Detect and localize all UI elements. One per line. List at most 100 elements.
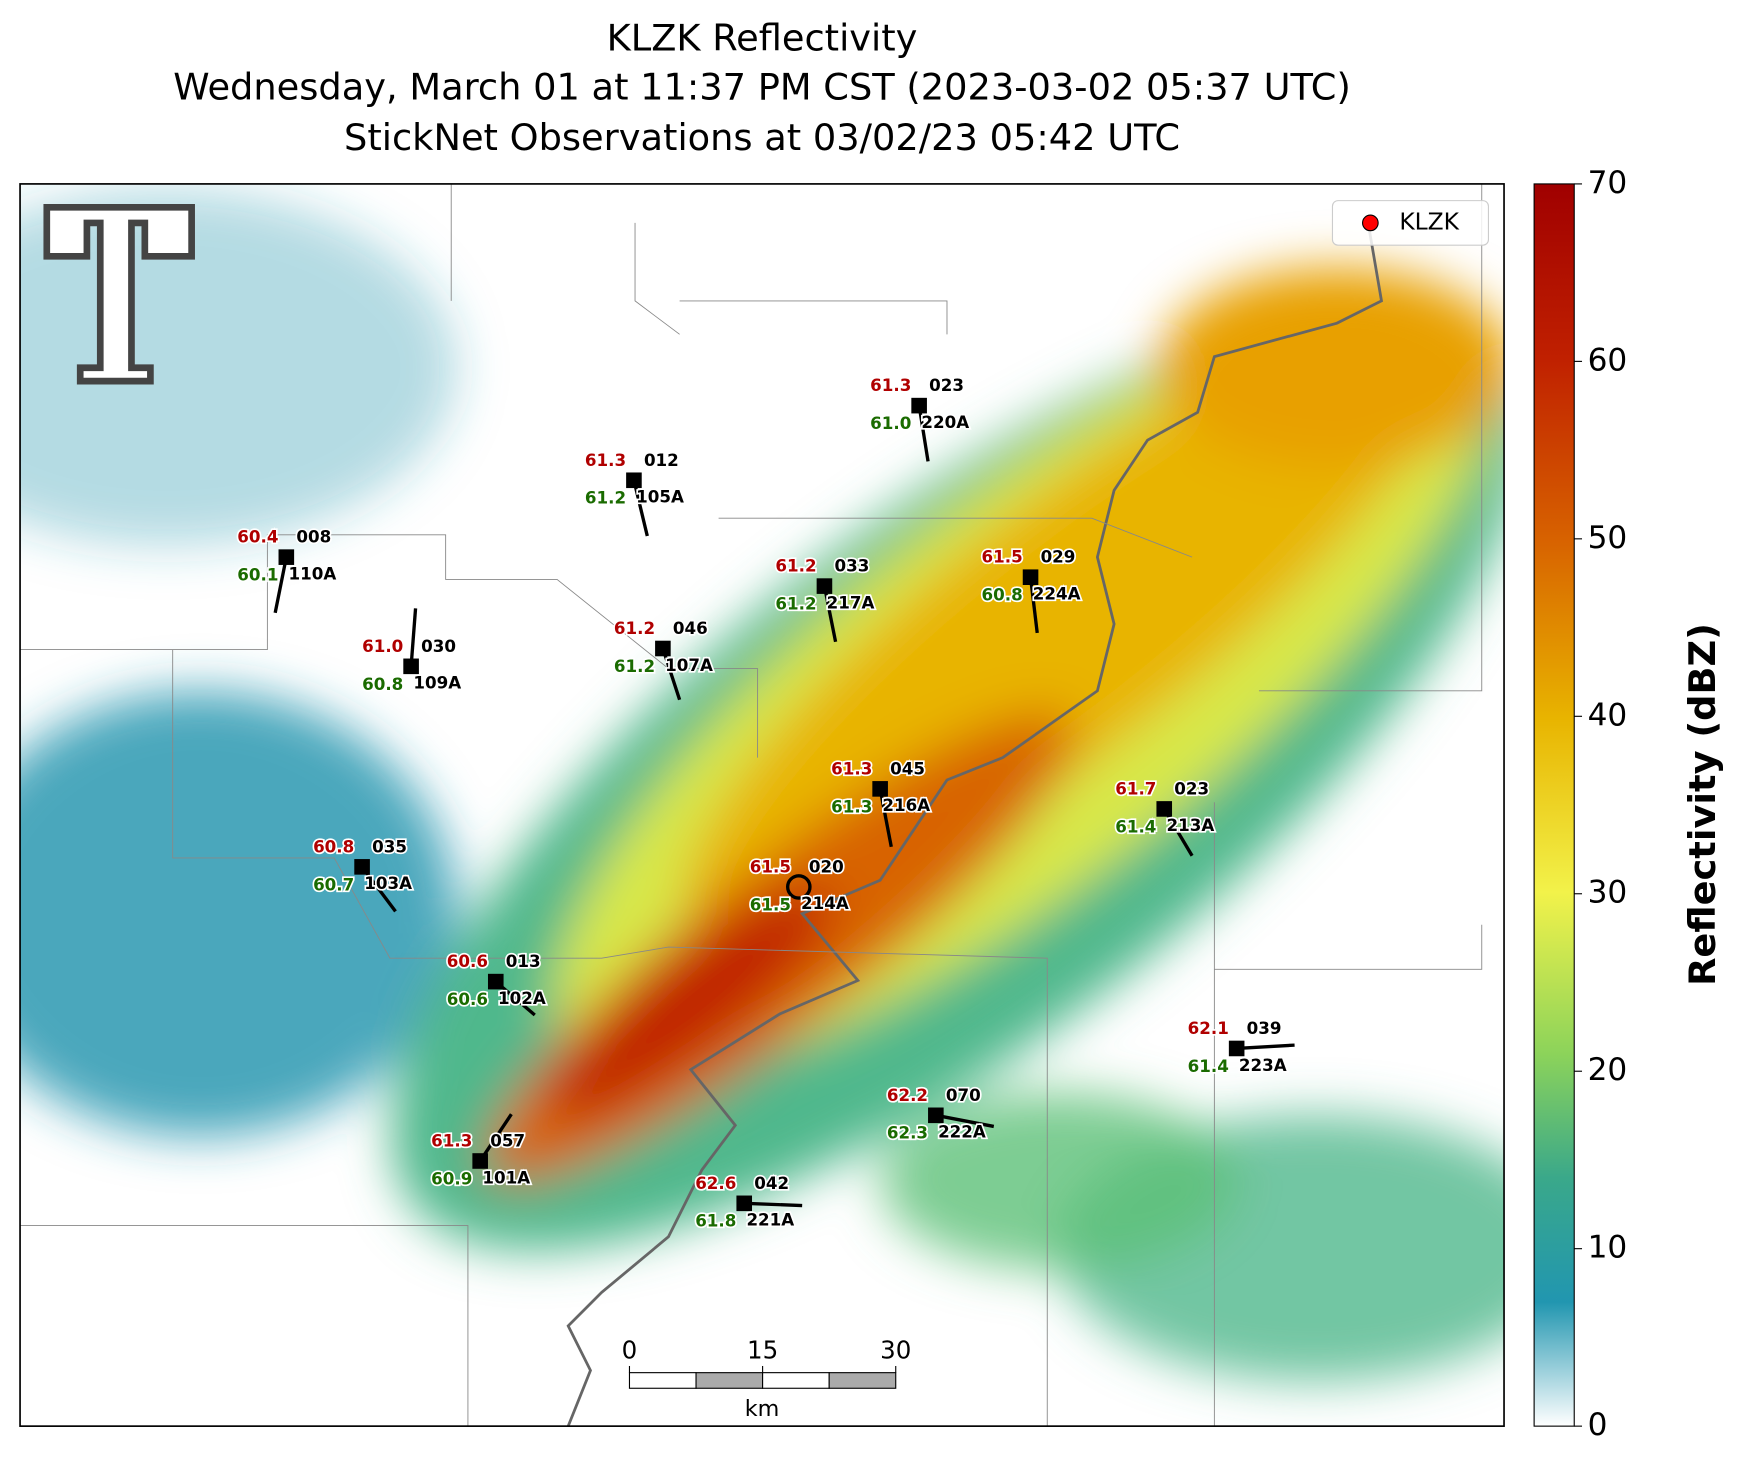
wind-barb (409, 608, 418, 667)
station-id: 033 (834, 556, 869, 576)
colorbar (1533, 183, 1575, 1427)
scalebar-label: 15 (747, 1335, 778, 1364)
station-code: 222A (938, 1122, 986, 1142)
dewpoint: 62.3 (887, 1123, 928, 1143)
dewpoint: 60.9 (431, 1168, 472, 1188)
scalebar-segment (628, 1372, 697, 1389)
colorbar-tick-label: 30 (1588, 875, 1628, 911)
station-id: 039 (1247, 1018, 1282, 1038)
dewpoint: 61.0 (870, 413, 911, 433)
temperature: 61.2 (614, 618, 655, 638)
station-code: 110A (289, 563, 337, 583)
wind-barb (744, 1201, 803, 1208)
subtitle: Wednesday, March 01 at 11:37 PM CST (202… (173, 66, 1351, 109)
scalebar-unit: km (745, 1396, 780, 1422)
station-id: 030 (421, 636, 456, 656)
wind-barb (822, 585, 838, 643)
station-code: 224A (1033, 584, 1081, 604)
title: KLZK Reflectivity (607, 17, 918, 60)
temperature: 62.2 (887, 1085, 928, 1105)
station-code: 105A (636, 487, 684, 507)
colorbar-tick-label: 60 (1588, 342, 1628, 378)
subtitle: StickNet Observations at 03/02/23 05:42 … (344, 116, 1180, 159)
university-logo (43, 203, 195, 385)
temperature: 61.7 (1115, 778, 1156, 798)
colorbar-label: Reflectivity (dBZ) (1681, 623, 1724, 986)
dewpoint: 61.5 (750, 894, 791, 914)
station-id: 013 (506, 951, 541, 971)
legend: KLZK (1331, 200, 1489, 246)
wind-barb (632, 479, 649, 537)
colorbar-tick-label: 70 (1588, 165, 1628, 201)
station-id: 008 (296, 527, 331, 547)
temperature: 61.0 (362, 636, 403, 656)
station-code: 101A (482, 1167, 530, 1187)
temperature: 61.2 (775, 556, 816, 576)
temperature: 60.4 (237, 527, 278, 547)
temperature: 61.3 (870, 375, 911, 395)
station-code: 109A (413, 673, 461, 693)
station-code: 221A (746, 1210, 794, 1230)
dewpoint: 61.8 (695, 1211, 736, 1231)
station-marker (1022, 569, 1039, 585)
station-marker (278, 549, 295, 565)
station-marker (472, 1153, 488, 1169)
colorbar-tick-label: 10 (1588, 1230, 1628, 1266)
station-code: 216A (882, 795, 930, 815)
dewpoint: 60.7 (313, 874, 354, 894)
wind-barb (1028, 576, 1039, 634)
dewpoint: 61.4 (1188, 1056, 1229, 1076)
station-marker (872, 781, 888, 797)
dewpoint: 61.2 (585, 488, 626, 508)
dewpoint: 60.8 (362, 674, 403, 694)
dewpoint: 60.6 (447, 989, 488, 1009)
station-marker (354, 859, 370, 875)
station-code: 102A (498, 988, 546, 1008)
dewpoint: 60.1 (237, 565, 278, 585)
station-id: 042 (754, 1173, 789, 1193)
wind-barb (661, 647, 682, 701)
station-marker (403, 658, 419, 675)
colorbar-tick-label: 0 (1588, 1407, 1608, 1443)
temperature: 61.3 (431, 1131, 472, 1151)
legend-label: KLZK (1399, 207, 1459, 235)
station-marker (655, 640, 671, 657)
dewpoint: 61.2 (614, 656, 655, 676)
colorbar-tick-label: 50 (1588, 520, 1628, 556)
dewpoint: 61.4 (1115, 816, 1156, 836)
wind-barb (273, 556, 288, 614)
scalebar-segment (762, 1372, 830, 1389)
station-id: 070 (946, 1085, 981, 1105)
station-marker (816, 578, 833, 594)
station-id: 045 (890, 758, 925, 778)
temperature: 60.8 (313, 836, 354, 856)
radar-site (785, 874, 812, 900)
station-marker (626, 472, 642, 489)
station-marker (487, 973, 504, 990)
station-marker (1228, 1040, 1245, 1057)
temperature: 60.6 (447, 951, 488, 971)
station-marker (911, 397, 927, 414)
wind-barb (878, 788, 893, 848)
temperature: 61.3 (831, 758, 872, 778)
station-code: 214A (801, 893, 849, 913)
scalebar-segment (828, 1372, 897, 1389)
dewpoint: 61.2 (775, 594, 816, 614)
temperature: 61.3 (585, 450, 626, 470)
station-id: 046 (673, 618, 708, 638)
radar-echo (20, 183, 1505, 1427)
station-id: 012 (644, 450, 679, 470)
station-id: 029 (1041, 547, 1076, 567)
station-marker (736, 1195, 753, 1212)
wind-barb (935, 1113, 995, 1129)
station-id: 023 (929, 375, 964, 395)
temperature: 62.6 (695, 1173, 736, 1193)
colorbar-tick-label: 20 (1588, 1052, 1628, 1088)
scalebar-segment (695, 1372, 764, 1389)
station-marker (1156, 801, 1173, 817)
station-code: 213A (1166, 815, 1214, 835)
station-id: 020 (809, 856, 844, 876)
station-id: 035 (372, 836, 407, 856)
colorbar-tick-label: 40 (1588, 697, 1628, 733)
station-code: 103A (364, 873, 412, 893)
